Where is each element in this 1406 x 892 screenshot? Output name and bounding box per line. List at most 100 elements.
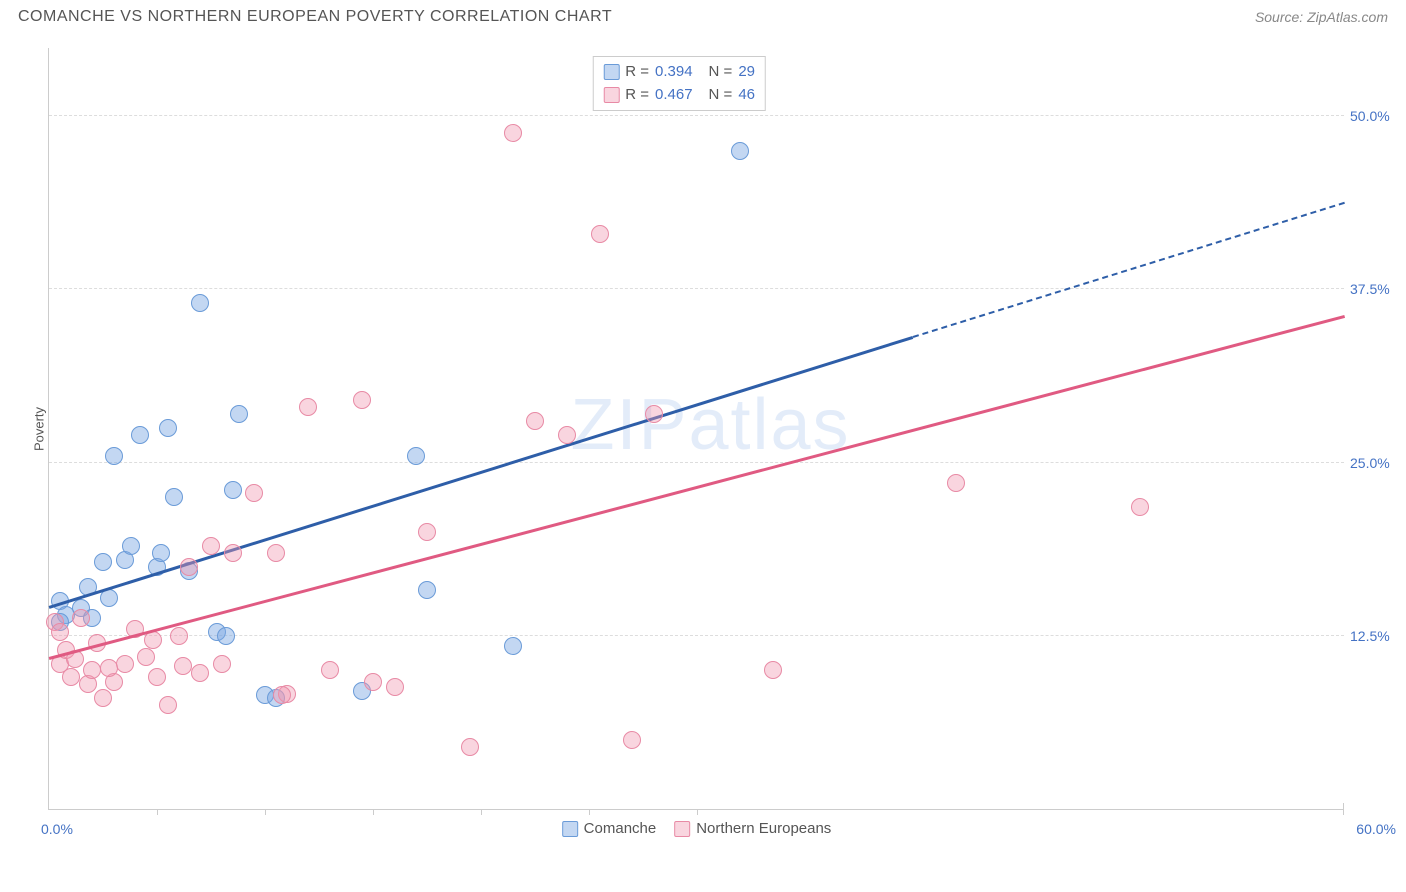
scatter-point (159, 696, 177, 714)
chart-title: COMANCHE VS NORTHERN EUROPEAN POVERTY CO… (18, 8, 612, 26)
legend-swatch (603, 64, 619, 80)
x-tick (589, 809, 590, 815)
r-label: R = (625, 61, 649, 84)
n-value: 46 (738, 84, 755, 107)
scatter-point (526, 412, 544, 430)
scatter-point (731, 142, 749, 160)
y-tick-label: 50.0% (1350, 108, 1400, 124)
legend-label: Comanche (584, 820, 657, 837)
scatter-point (418, 581, 436, 599)
r-value: 0.394 (655, 61, 693, 84)
scatter-point (364, 673, 382, 691)
source-name: ZipAtlas.com (1307, 9, 1388, 25)
scatter-point (191, 294, 209, 312)
scatter-point (558, 426, 576, 444)
scatter-point (386, 678, 404, 696)
x-tick (697, 809, 698, 815)
scatter-point (224, 481, 242, 499)
trend-line (49, 315, 1346, 660)
y-axis-label: Poverty (32, 406, 47, 450)
scatter-point (230, 405, 248, 423)
x-tick (481, 809, 482, 815)
legend-swatch (674, 821, 690, 837)
scatter-chart: Poverty ZIPatlas 0.0% 60.0% R = 0.394N =… (48, 48, 1344, 810)
scatter-point (418, 523, 436, 541)
scatter-point (180, 558, 198, 576)
n-label: N = (709, 61, 733, 84)
legend-item: Northern Europeans (674, 820, 831, 837)
legend-label: Northern Europeans (696, 820, 831, 837)
stats-legend: R = 0.394 N = 29 R = 0.467 N = 46 (592, 56, 766, 111)
trend-line (49, 336, 914, 609)
legend-swatch (562, 821, 578, 837)
r-label: R = (625, 84, 649, 107)
scatter-point (165, 488, 183, 506)
scatter-point (116, 655, 134, 673)
scatter-point (191, 664, 209, 682)
series-legend: Comanche Northern Europeans (562, 820, 832, 837)
x-axis-end-tick (1343, 803, 1344, 815)
scatter-point (461, 738, 479, 756)
grid-line (49, 462, 1344, 463)
scatter-point (122, 537, 140, 555)
stats-legend-row: R = 0.394 N = 29 (603, 61, 755, 84)
grid-line (49, 115, 1344, 116)
grid-line (49, 288, 1344, 289)
scatter-point (504, 637, 522, 655)
y-tick-label: 12.5% (1350, 628, 1400, 644)
scatter-point (94, 689, 112, 707)
scatter-point (152, 544, 170, 562)
x-tick (373, 809, 374, 815)
scatter-point (148, 668, 166, 686)
scatter-point (94, 553, 112, 571)
y-tick-label: 37.5% (1350, 281, 1400, 297)
scatter-point (72, 609, 90, 627)
scatter-point (321, 661, 339, 679)
scatter-point (1131, 498, 1149, 516)
scatter-point (245, 484, 263, 502)
scatter-point (83, 661, 101, 679)
scatter-point (407, 447, 425, 465)
n-label: N = (709, 84, 733, 107)
scatter-point (645, 405, 663, 423)
stats-legend-row: R = 0.467 N = 46 (603, 84, 755, 107)
scatter-point (51, 623, 69, 641)
scatter-point (947, 474, 965, 492)
scatter-point (131, 426, 149, 444)
source-prefix: Source: (1255, 9, 1307, 25)
chart-header: COMANCHE VS NORTHERN EUROPEAN POVERTY CO… (0, 0, 1406, 32)
scatter-point (217, 627, 235, 645)
scatter-point (623, 731, 641, 749)
legend-swatch (603, 87, 619, 103)
scatter-point (100, 589, 118, 607)
scatter-point (213, 655, 231, 673)
x-tick (157, 809, 158, 815)
y-tick-label: 25.0% (1350, 455, 1400, 471)
scatter-point (224, 544, 242, 562)
scatter-point (273, 686, 291, 704)
r-value: 0.467 (655, 84, 693, 107)
n-value: 29 (738, 61, 755, 84)
legend-item: Comanche (562, 820, 657, 837)
scatter-point (504, 124, 522, 142)
trend-line-dashed (913, 202, 1346, 338)
x-axis-max-label: 60.0% (1356, 821, 1396, 837)
watermark: ZIPatlas (570, 383, 850, 465)
scatter-point (105, 447, 123, 465)
scatter-point (100, 659, 118, 677)
scatter-point (591, 225, 609, 243)
chart-source: Source: ZipAtlas.com (1255, 9, 1388, 25)
scatter-point (267, 544, 285, 562)
scatter-point (764, 661, 782, 679)
scatter-point (299, 398, 317, 416)
scatter-point (137, 648, 155, 666)
grid-line (49, 635, 1344, 636)
scatter-point (159, 419, 177, 437)
x-axis-min-label: 0.0% (41, 821, 73, 837)
scatter-point (170, 627, 188, 645)
scatter-point (353, 391, 371, 409)
scatter-point (174, 657, 192, 675)
x-tick (265, 809, 266, 815)
scatter-point (202, 537, 220, 555)
scatter-point (62, 668, 80, 686)
